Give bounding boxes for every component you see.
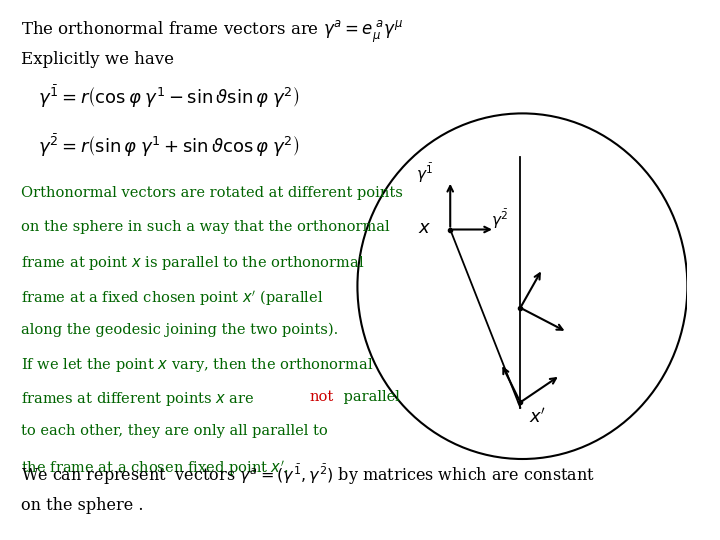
Text: frame at point $x$ is parallel to the orthonormal: frame at point $x$ is parallel to the or… xyxy=(21,254,364,272)
Text: parallel: parallel xyxy=(339,390,400,404)
Text: $x'$: $x'$ xyxy=(528,408,546,427)
Text: on the sphere in such a way that the orthonormal: on the sphere in such a way that the ort… xyxy=(21,220,390,234)
Text: $\gamma^{\bar{1}} = r\left(\cos\varphi \; \gamma^{1} - \sin\vartheta \sin\varphi: $\gamma^{\bar{1}} = r\left(\cos\varphi \… xyxy=(38,84,299,110)
Text: the frame at a chosen fixed point $x'$.: the frame at a chosen fixed point $x'$. xyxy=(21,458,289,478)
Text: frame at a fixed chosen point $x'$ (parallel: frame at a fixed chosen point $x'$ (para… xyxy=(21,288,323,308)
Text: If we let the point $x$ vary, then the orthonormal: If we let the point $x$ vary, then the o… xyxy=(21,356,373,374)
Text: not: not xyxy=(309,390,333,404)
Text: $\gamma^{\bar{1}}$: $\gamma^{\bar{1}}$ xyxy=(416,161,433,185)
Text: We can represent  vectors $\gamma^{a} = (\gamma^{\bar{1}}, \gamma^{\bar{2}})$ by: We can represent vectors $\gamma^{a} = (… xyxy=(21,462,595,487)
Text: $\gamma^{\bar{2}} = r\left(\sin\varphi \; \gamma^{1} + \sin\vartheta \cos\varphi: $\gamma^{\bar{2}} = r\left(\sin\varphi \… xyxy=(38,132,299,159)
Text: along the geodesic joining the two points).: along the geodesic joining the two point… xyxy=(21,322,338,337)
Text: frames at different points $x$ are: frames at different points $x$ are xyxy=(21,390,255,408)
Text: $\gamma^{\bar{2}}$: $\gamma^{\bar{2}}$ xyxy=(492,207,509,231)
Text: on the sphere .: on the sphere . xyxy=(21,497,143,514)
Text: Explicitly we have: Explicitly we have xyxy=(21,51,174,68)
Text: The orthonormal frame vectors are $\gamma^{a} = e_{\mu}^{\;a} \gamma^{\mu}$: The orthonormal frame vectors are $\gamm… xyxy=(21,19,402,45)
Text: $x$: $x$ xyxy=(418,219,431,238)
Text: Orthonormal vectors are rotated at different points: Orthonormal vectors are rotated at diffe… xyxy=(21,186,402,200)
Text: to each other, they are only all parallel to: to each other, they are only all paralle… xyxy=(21,424,328,438)
